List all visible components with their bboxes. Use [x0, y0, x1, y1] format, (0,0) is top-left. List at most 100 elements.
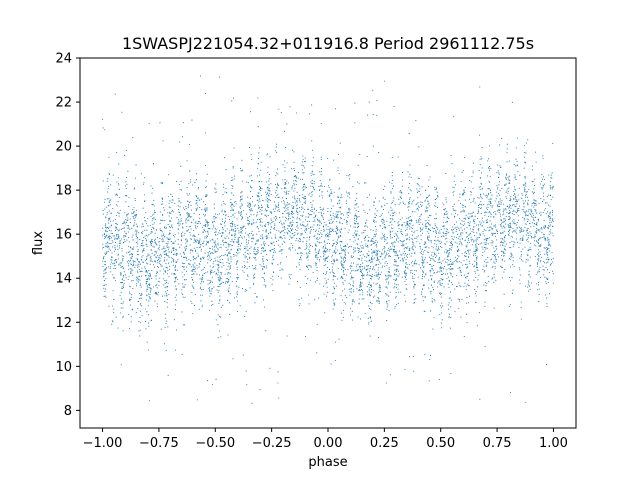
- data-point: [393, 264, 395, 266]
- data-point: [251, 241, 253, 243]
- data-point: [429, 260, 431, 262]
- data-point: [445, 238, 447, 240]
- data-point: [498, 209, 500, 211]
- data-point: [194, 258, 197, 260]
- data-point: [389, 255, 391, 257]
- data-point: [192, 259, 194, 261]
- data-point: [452, 261, 454, 263]
- data-point: [193, 229, 195, 231]
- data-point: [381, 206, 383, 208]
- data-point: [347, 252, 350, 254]
- data-point: [326, 242, 328, 244]
- data-point: [181, 311, 183, 313]
- data-point: [373, 201, 376, 203]
- data-point: [173, 273, 176, 275]
- data-point: [356, 202, 358, 205]
- data-point: [450, 317, 452, 319]
- data-point: [136, 232, 138, 234]
- data-point: [551, 263, 553, 265]
- data-point: [457, 248, 460, 250]
- data-point: [395, 284, 397, 286]
- data-point: [351, 266, 353, 268]
- data-point: [231, 192, 233, 194]
- data-point: [437, 196, 439, 198]
- data-point: [338, 338, 340, 340]
- data-point: [169, 230, 171, 232]
- data-point: [210, 280, 212, 282]
- data-point: [354, 213, 356, 215]
- data-point: [102, 257, 104, 259]
- data-point: [229, 272, 231, 274]
- data-point: [247, 220, 249, 222]
- data-point: [453, 187, 455, 189]
- data-point: [127, 263, 129, 265]
- data-point: [425, 220, 427, 222]
- data-point: [104, 236, 106, 238]
- data-point: [342, 259, 344, 261]
- data-point: [504, 268, 506, 271]
- data-point: [370, 274, 372, 276]
- data-point: [309, 232, 311, 234]
- data-point: [164, 257, 166, 259]
- data-point: [119, 263, 121, 265]
- data-point: [190, 248, 192, 250]
- data-point: [242, 266, 244, 268]
- data-point: [428, 179, 430, 181]
- data-point: [466, 313, 468, 315]
- data-point: [508, 206, 510, 208]
- data-point: [301, 252, 303, 255]
- data-point: [449, 297, 451, 300]
- data-point: [103, 285, 105, 287]
- data-point: [300, 228, 302, 230]
- data-point: [408, 226, 410, 228]
- data-point: [179, 246, 181, 248]
- data-point: [142, 255, 144, 257]
- data-point: [490, 213, 492, 216]
- data-point: [174, 304, 176, 306]
- data-point: [499, 190, 501, 192]
- data-point: [453, 116, 455, 118]
- data-point: [377, 259, 379, 261]
- data-point: [322, 246, 325, 248]
- data-point: [390, 242, 393, 244]
- data-point: [232, 214, 234, 216]
- data-point: [507, 234, 509, 236]
- data-point: [333, 249, 335, 251]
- data-point: [350, 284, 352, 286]
- data-point: [494, 250, 496, 252]
- data-point: [422, 296, 424, 298]
- data-point: [370, 240, 372, 242]
- data-point: [221, 234, 223, 237]
- data-point: [408, 200, 411, 203]
- data-point: [123, 238, 125, 240]
- data-point: [487, 243, 489, 245]
- data-point: [313, 235, 315, 237]
- data-point: [171, 261, 173, 263]
- data-point: [196, 202, 198, 204]
- data-point: [514, 176, 516, 178]
- data-point: [524, 182, 526, 184]
- data-point: [287, 228, 289, 230]
- data-point: [277, 193, 279, 195]
- data-point: [508, 247, 511, 249]
- data-point: [198, 199, 200, 201]
- data-point: [539, 261, 541, 263]
- data-point: [382, 218, 384, 220]
- data-point: [420, 201, 422, 203]
- data-point: [432, 247, 435, 249]
- data-point: [282, 216, 284, 218]
- data-point: [361, 272, 363, 274]
- data-point: [289, 223, 291, 225]
- data-point: [418, 217, 421, 220]
- data-point: [115, 262, 118, 264]
- data-point: [163, 259, 165, 261]
- data-point: [107, 237, 109, 239]
- data-points: [102, 75, 554, 404]
- data-point: [124, 212, 126, 214]
- data-point: [237, 243, 239, 245]
- data-point: [303, 197, 305, 200]
- data-point: [238, 212, 240, 214]
- data-point: [389, 248, 391, 250]
- data-point: [137, 308, 139, 310]
